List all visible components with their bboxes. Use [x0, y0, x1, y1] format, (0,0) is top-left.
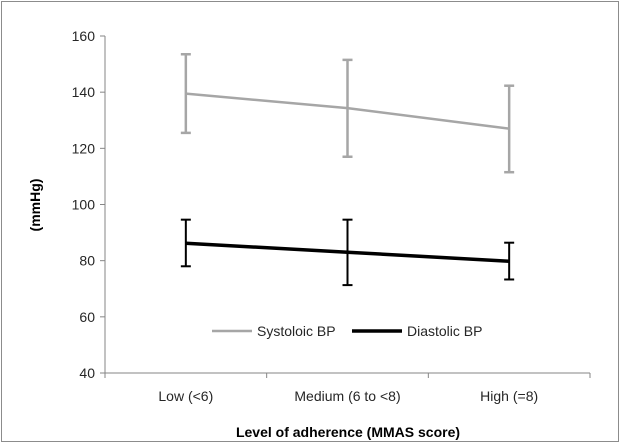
y-tick-label: 60: [79, 309, 95, 325]
series-layer: [180, 53, 515, 287]
legend-label: Systoloic BP: [257, 323, 336, 339]
x-axis-title: Level of adherence (MMAS score): [236, 424, 460, 440]
y-tick-label: 160: [72, 28, 96, 44]
x-tick-label: High (=8): [480, 388, 538, 404]
x-tick-label: Low (<6): [158, 388, 213, 404]
y-tick-label: 80: [79, 253, 95, 269]
y-ticks: 40 60 80 100 120 140 160: [72, 28, 105, 381]
legend: Systoloic BP Diastolic BP: [212, 323, 482, 339]
series-systolic: [180, 53, 515, 174]
x-ticks: Low (<6) Medium (6 to <8) High (=8): [104, 373, 591, 404]
y-tick-label: 40: [79, 365, 95, 381]
legend-label: Diastolic BP: [407, 323, 482, 339]
y-tick-label: 140: [72, 84, 96, 100]
series-diastolic: [180, 218, 515, 287]
x-tick-label: Medium (6 to <8): [294, 388, 400, 404]
y-tick-label: 120: [72, 140, 96, 156]
y-tick-label: 100: [72, 197, 96, 213]
y-axis-title: (mmHg): [27, 179, 43, 232]
